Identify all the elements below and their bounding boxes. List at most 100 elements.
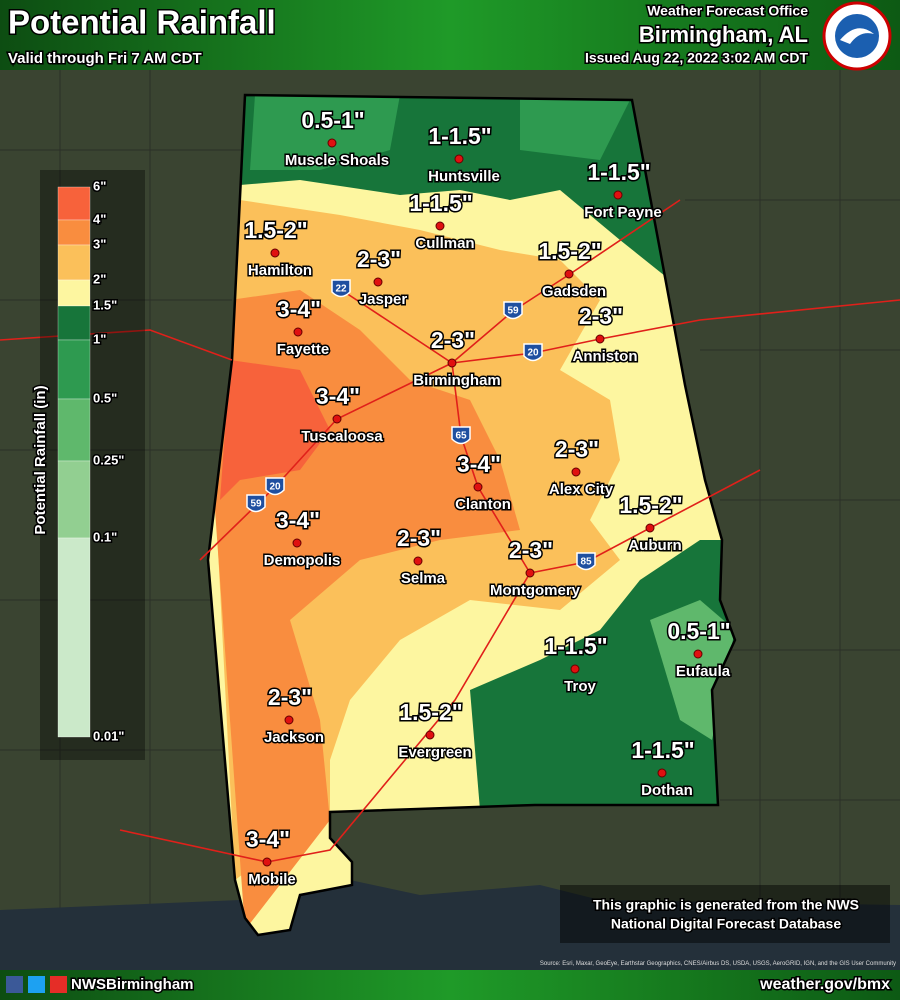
city-name: Tuscaloosa <box>301 428 383 445</box>
rain-amount: 0.5-1" <box>667 618 730 644</box>
legend: 6" 4" 3" 2" 1.5" 1" 0.5" 0.25" 0.1" 0.01" <box>57 177 126 745</box>
interstate-shield <box>576 552 596 571</box>
legend-swatch <box>57 279 91 307</box>
interstate-shield <box>503 301 523 320</box>
office: Weather Forecast Office <box>647 3 808 19</box>
city-dot <box>613 190 623 200</box>
interstate-number: 85 <box>580 557 592 568</box>
legend-label: 2" <box>93 271 106 286</box>
rain-amount: 3-4" <box>246 826 290 852</box>
rain-amount: 1.5-2" <box>619 492 682 518</box>
rain-amount: 3-4" <box>277 296 321 322</box>
legend-label: 6" <box>93 178 106 193</box>
city-dot <box>435 221 445 231</box>
rain-amount: 2-3" <box>431 327 475 353</box>
interstate-number: 20 <box>527 348 539 359</box>
city-dot <box>595 334 605 344</box>
legend-label: 0.1" <box>93 529 117 544</box>
city-dot <box>292 538 302 548</box>
city-dot <box>270 248 280 258</box>
rain-amount: 1-1.5" <box>409 190 472 216</box>
location: Birmingham, AL <box>639 22 808 47</box>
gulf <box>0 880 900 970</box>
city-dot <box>332 414 342 424</box>
city-name: Evergreen <box>398 744 471 761</box>
city-name: Auburn <box>628 537 681 554</box>
rain-amount: 2-3" <box>555 436 599 462</box>
rain-amount: 1.5-2" <box>399 699 462 725</box>
rain-amount: 0.5-1" <box>301 107 364 133</box>
rain-amount: 2-3" <box>509 537 553 563</box>
city-name: Muscle Shoals <box>285 152 389 169</box>
legend-swatch <box>57 460 91 539</box>
city-dot <box>570 664 580 674</box>
rain-amount: 1-1.5" <box>428 123 491 149</box>
legend-label: 3" <box>93 236 106 251</box>
city-name: Selma <box>401 570 446 587</box>
city-name: Dothan <box>641 782 693 799</box>
city-name: Gadsden <box>542 283 606 300</box>
social-icons[interactable] <box>6 976 67 993</box>
city-name: Clanton <box>455 496 511 513</box>
interstate-shield <box>523 343 543 362</box>
interstate-shield <box>331 279 351 298</box>
city-dot <box>571 467 581 477</box>
city-dot <box>657 768 667 778</box>
rain-amount: 3-4" <box>316 383 360 409</box>
legend-swatch <box>57 186 91 221</box>
city-name: Montgomery <box>490 582 581 599</box>
city-dot <box>564 269 574 279</box>
legend-swatch <box>57 244 91 281</box>
source: Source: Esri, Maxar, GeoEye, Earthstar G… <box>540 961 896 967</box>
legend-label: 4" <box>93 211 106 226</box>
city-name: Hamilton <box>248 262 312 279</box>
issued: Issued Aug 22, 2022 3:02 AM CDT <box>585 50 808 66</box>
interstate-shield <box>451 426 471 445</box>
city-dot <box>525 568 535 578</box>
website[interactable]: weather.gov/bmx <box>758 975 892 995</box>
rain-amount: 3-4" <box>457 451 501 477</box>
subtitle: Valid through Fri 7 AM CDT <box>8 50 202 67</box>
rain-amount: 2-3" <box>579 303 623 329</box>
interstate-number: 59 <box>507 306 519 317</box>
legend-swatch <box>57 537 91 738</box>
city-name: Fayette <box>277 341 330 358</box>
legend-swatch <box>57 219 91 246</box>
rain-amount: 3-4" <box>276 507 320 533</box>
city-name: Alex City <box>549 481 614 498</box>
rain-amount: 2-3" <box>397 525 441 551</box>
footer-bar <box>0 970 900 1000</box>
cities: 0.5-1" Muscle Shoals 1-1.5" Huntsville 1-1.5… <box>243 106 732 890</box>
legend-label: 0.01" <box>93 728 124 743</box>
legend-label: 1" <box>93 331 106 346</box>
city-name: Cullman <box>415 235 474 252</box>
rain-amount: 1-1.5" <box>587 159 650 185</box>
note-box <box>560 885 890 943</box>
city-dot <box>293 327 303 337</box>
city-dot <box>447 358 457 368</box>
city-dot <box>473 482 483 492</box>
city-dot <box>262 857 272 867</box>
legend-swatch <box>57 305 91 341</box>
social-handle[interactable]: NWSBirmingham <box>70 974 196 994</box>
rain-amount: 1.5-2" <box>244 217 307 243</box>
city-dot <box>327 138 337 148</box>
city-name: Huntsville <box>428 168 500 185</box>
interstate-number: 65 <box>455 431 467 442</box>
city-dot <box>413 556 423 566</box>
city-name: Troy <box>564 678 596 695</box>
city-name: Fort Payne <box>584 204 662 221</box>
rain-amount: 1-1.5" <box>631 737 694 763</box>
rain-amount: 2-3" <box>357 246 401 272</box>
rain-amount: 2-3" <box>268 684 312 710</box>
note-line: National Digital Forecast Database <box>611 916 842 932</box>
city-name: Jackson <box>264 729 324 746</box>
city-name: Demopolis <box>264 552 341 569</box>
rainfall-zones <box>208 95 735 935</box>
note-line: This graphic is generated from the NWS <box>593 897 859 913</box>
city-dot <box>373 277 383 287</box>
city-dot <box>693 649 703 659</box>
city-dot <box>425 730 435 740</box>
city-name: Birmingham <box>413 372 501 389</box>
